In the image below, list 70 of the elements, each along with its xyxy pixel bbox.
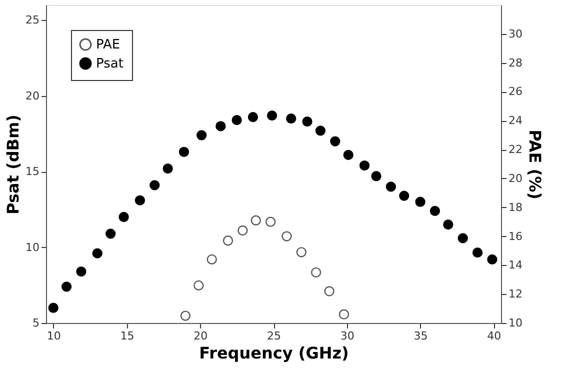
point: [324, 286, 334, 296]
y2-tick-label: 14: [508, 258, 522, 272]
point: [310, 267, 322, 278]
point: [371, 171, 382, 182]
point: [48, 302, 58, 313]
y2-tick-label: 26: [508, 85, 522, 98]
x-tick-label: 10: [46, 330, 61, 342]
point: [134, 195, 146, 206]
point: [430, 206, 440, 216]
point: [206, 254, 217, 264]
legend-label: PAE: [96, 38, 120, 52]
point: [222, 236, 234, 246]
point: [194, 280, 204, 290]
point: [359, 160, 370, 171]
point: [443, 220, 454, 230]
point: [250, 215, 261, 226]
point: [487, 254, 498, 264]
y2-tick-label: 30: [508, 27, 522, 40]
point: [265, 216, 276, 227]
point: [118, 212, 129, 222]
point: [106, 228, 116, 239]
point: [338, 309, 350, 320]
point: [216, 121, 226, 132]
point: [248, 112, 258, 122]
y-tick-label: 20: [26, 89, 40, 102]
point: [296, 247, 306, 258]
point: [472, 248, 483, 258]
point: [343, 150, 354, 160]
y-tick-label: 25: [26, 14, 40, 27]
point: [76, 266, 86, 277]
legend-label: Psat: [96, 56, 124, 72]
point: [286, 114, 296, 124]
y-tick-label: 15: [26, 165, 40, 178]
point: [399, 190, 410, 201]
point: [232, 115, 242, 126]
point: [92, 248, 102, 258]
point: [315, 126, 326, 136]
x-tick-label: 40: [487, 330, 502, 342]
y2-tick-label: 28: [508, 56, 522, 70]
x-axis-title: Frequency (GHz): [199, 344, 349, 362]
y-tick-label: 5: [32, 316, 40, 330]
point: [415, 196, 426, 207]
point: [282, 231, 292, 242]
y2-tick-label: 18: [508, 200, 522, 214]
point: [162, 163, 173, 174]
x-tick-label: 25: [267, 330, 281, 342]
point: [458, 233, 468, 244]
x-tick-label: 30: [340, 330, 354, 342]
point: [238, 225, 248, 236]
point: [302, 116, 312, 127]
point: [266, 110, 278, 121]
point: [180, 310, 191, 321]
point: [196, 130, 207, 140]
y2-tick-label: 22: [508, 143, 522, 156]
y2-tick-label: 12: [508, 288, 522, 301]
y2-tick-label: 20: [508, 172, 522, 185]
point: [150, 180, 160, 190]
y2-tick-label: 16: [508, 230, 522, 243]
y2-tick-label: 24: [508, 114, 522, 128]
point: [178, 146, 190, 157]
x-tick-label: 15: [120, 330, 134, 342]
y-tick-label: 10: [26, 240, 40, 254]
y2-axis-title: PAE (%): [525, 130, 544, 200]
point: [330, 136, 340, 146]
x-tick-label: 35: [414, 330, 428, 342]
point: [386, 182, 396, 192]
y2-tick-label: 10: [508, 316, 522, 330]
x-tick-label: 20: [194, 330, 208, 342]
y-axis-title: Psat (dBm): [4, 114, 23, 214]
point: [61, 282, 72, 292]
